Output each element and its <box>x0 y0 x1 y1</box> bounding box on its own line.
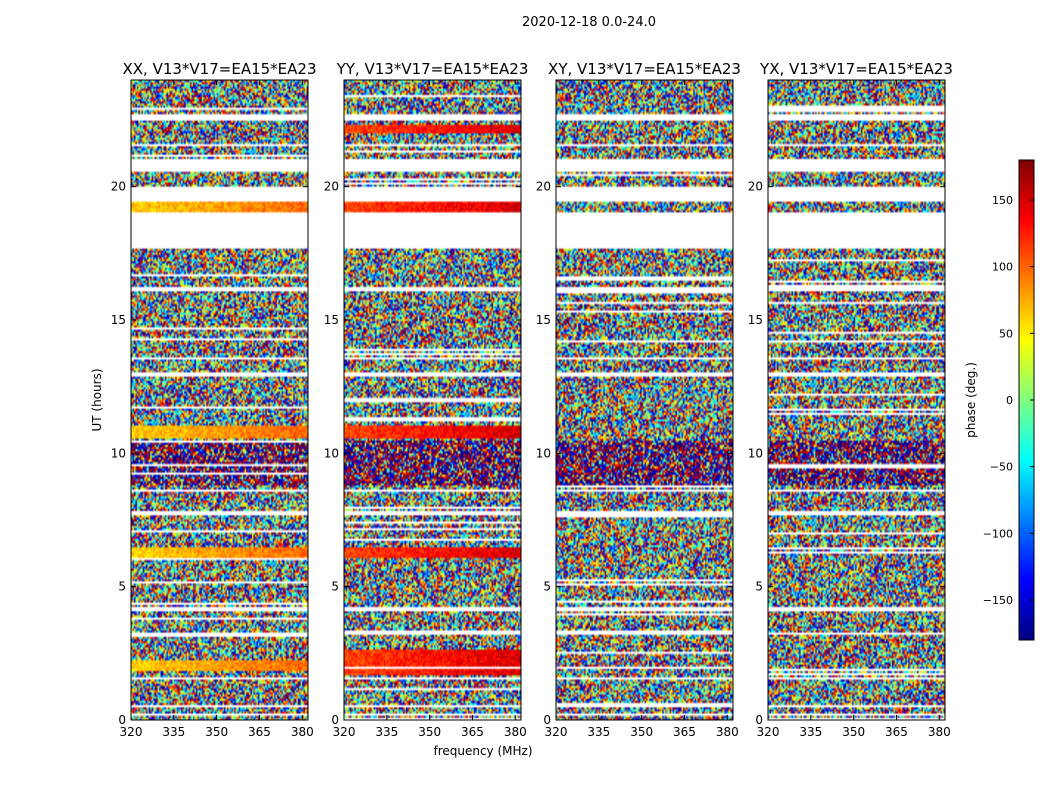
y-tick-label: 15 <box>536 313 551 327</box>
x-tick-label: 365 <box>673 725 696 739</box>
y-tick-label: 0 <box>543 713 551 727</box>
x-tick-label: 380 <box>291 725 314 739</box>
colorbar-tick-label: −150 <box>983 594 1013 607</box>
heatmap-image <box>768 80 945 720</box>
colorbar-tick-label: 0 <box>1006 394 1013 407</box>
panel-title: YY, V13*V17=EA15*EA23 <box>336 60 529 78</box>
y-tick-label: 5 <box>331 580 339 594</box>
x-tick-label: 365 <box>885 725 908 739</box>
panel-title: XX, V13*V17=EA15*EA23 <box>122 60 316 78</box>
panel-frame <box>343 79 522 721</box>
heatmap-image <box>131 80 308 720</box>
colorbar: −150 −100 −50 0 50 100 150 <box>983 159 1035 641</box>
colorbar-tick-label: −100 <box>983 527 1013 540</box>
panel-title: YX, V13*V17=EA15*EA23 <box>759 60 953 78</box>
y-tick-label: 10 <box>111 446 126 460</box>
x-tick-label: 380 <box>928 725 951 739</box>
x-tick-label: 320 <box>333 725 356 739</box>
y-tick-label: 20 <box>536 180 551 194</box>
heatmap-image <box>344 80 521 720</box>
y-tick-label: 5 <box>118 580 126 594</box>
x-axis-label: frequency (MHz) <box>433 744 532 758</box>
x-tick-label: 335 <box>587 725 610 739</box>
y-tick-label: 20 <box>111 180 126 194</box>
colorbar-label: phase (deg.) <box>964 362 978 438</box>
x-tick-label: 350 <box>630 725 653 739</box>
heatmap-image <box>556 80 733 720</box>
colorbar-tick-label: 100 <box>992 261 1013 274</box>
y-tick-label: 10 <box>536 446 551 460</box>
panels: XX, V13*V17=EA15*EA23 320 335 350 365 380 0 5 10… <box>111 60 953 739</box>
x-tick-label: 365 <box>248 725 271 739</box>
colorbar-tick-label: 150 <box>992 194 1013 207</box>
colorbar-tick-label: −50 <box>990 461 1013 474</box>
y-tick-label: 10 <box>324 446 339 460</box>
y-tick-label: 0 <box>755 713 763 727</box>
y-tick-label: 0 <box>331 713 339 727</box>
panel-frame <box>555 79 734 721</box>
y-tick-label: 15 <box>324 313 339 327</box>
y-tick-label: 20 <box>324 180 339 194</box>
x-tick-label: 380 <box>716 725 739 739</box>
panel-3: YX, V13*V17=EA15*EA23 320 335 350 365 380 0 5 10… <box>748 60 953 739</box>
x-tick-label: 335 <box>162 725 185 739</box>
x-tick-label: 335 <box>375 725 398 739</box>
panel-frame <box>767 79 946 721</box>
x-tick-label: 350 <box>205 725 228 739</box>
y-tick-label: 0 <box>118 713 126 727</box>
y-tick-label: 10 <box>748 446 763 460</box>
x-tick-label: 335 <box>799 725 822 739</box>
panel-title: XY, V13*V17=EA15*EA23 <box>548 60 741 78</box>
x-tick-label: 365 <box>461 725 484 739</box>
y-tick-label: 20 <box>748 180 763 194</box>
panel-frame <box>130 79 309 721</box>
figure-suptitle: 2020-12-18 0.0-24.0 <box>522 15 656 30</box>
colorbar-tick-label: 50 <box>999 327 1013 340</box>
x-tick-label: 380 <box>504 725 527 739</box>
y-tick-label: 5 <box>755 580 763 594</box>
y-tick-label: 15 <box>111 313 126 327</box>
y-tick-label: 15 <box>748 313 763 327</box>
x-tick-label: 320 <box>545 725 568 739</box>
x-tick-label: 350 <box>842 725 865 739</box>
x-tick-label: 350 <box>418 725 441 739</box>
x-tick-label: 320 <box>120 725 143 739</box>
panel-1: YY, V13*V17=EA15*EA23 320 335 350 365 380 0 5 10… <box>324 60 529 739</box>
panel-0: XX, V13*V17=EA15*EA23 320 335 350 365 380 0 5 10… <box>111 60 317 739</box>
y-axis-label: UT (hours) <box>90 368 104 431</box>
x-tick-label: 320 <box>757 725 780 739</box>
y-tick-label: 5 <box>543 580 551 594</box>
colorbar-gradient <box>1019 160 1034 640</box>
panel-2: XY, V13*V17=EA15*EA23 320 335 350 365 380 0 5 10… <box>536 60 741 739</box>
